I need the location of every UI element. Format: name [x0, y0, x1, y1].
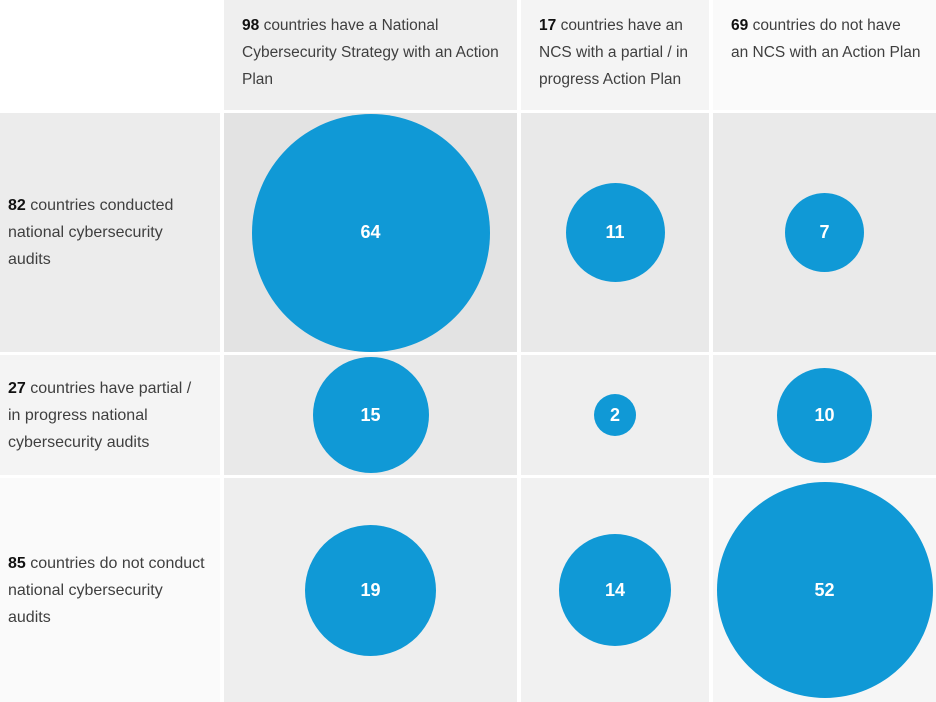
bubble-64: 64	[251, 113, 490, 352]
bubble-2: 2	[594, 394, 636, 436]
matrix-cell-r2c2: 2	[521, 355, 709, 475]
bubble-11: 11	[565, 183, 665, 282]
column-header-3-text: countries do not have an NCS with an Act…	[731, 17, 921, 61]
column-header-2-number: 17	[539, 17, 557, 34]
row-header-3-text: countries do not conduct national cybers…	[8, 554, 205, 626]
row-header-3: 85 countries do not conduct national cyb…	[0, 478, 220, 702]
column-header-2-text: countries have an NCS with a partial / i…	[539, 17, 689, 88]
row-header-1: 82 countries conducted national cybersec…	[0, 113, 220, 352]
matrix-cell-r2c1: 15	[224, 355, 517, 475]
row-header-2-number: 27	[8, 379, 26, 397]
row-header-1-text: countries conducted national cybersecuri…	[8, 197, 174, 268]
bubble-52: 52	[716, 482, 933, 698]
row-header-2: 27 countries have partial / in progress …	[0, 355, 220, 475]
column-header-3-number: 69	[731, 17, 749, 34]
matrix-cell-r3c3: 52	[713, 478, 936, 702]
column-header-1: 98 countries have a National Cybersecuri…	[224, 0, 517, 110]
bubble-19: 19	[305, 524, 436, 656]
column-header-1-number: 98	[242, 17, 260, 34]
matrix-cell-r1c3: 7	[713, 113, 936, 352]
column-header-2: 17 countries have an NCS with a partial …	[521, 0, 709, 110]
bubble-15: 15	[312, 357, 429, 473]
corner-cell	[0, 0, 220, 110]
matrix-cell-r1c2: 11	[521, 113, 709, 352]
bubble-7: 7	[785, 193, 864, 272]
row-header-3-number: 85	[8, 554, 26, 572]
matrix-cell-r1c1: 64	[224, 113, 517, 352]
bubble-10: 10	[777, 367, 872, 463]
column-header-1-text: countries have a National Cybersecurity …	[242, 17, 499, 88]
matrix-cell-r3c1: 19	[224, 478, 517, 702]
matrix-cell-r2c3: 10	[713, 355, 936, 475]
row-header-1-number: 82	[8, 197, 26, 214]
bubble-14: 14	[559, 534, 671, 646]
column-header-3: 69 countries do not have an NCS with an …	[713, 0, 936, 110]
matrix-cell-r3c2: 14	[521, 478, 709, 702]
row-header-2-text: countries have partial / in progress nat…	[8, 379, 192, 451]
